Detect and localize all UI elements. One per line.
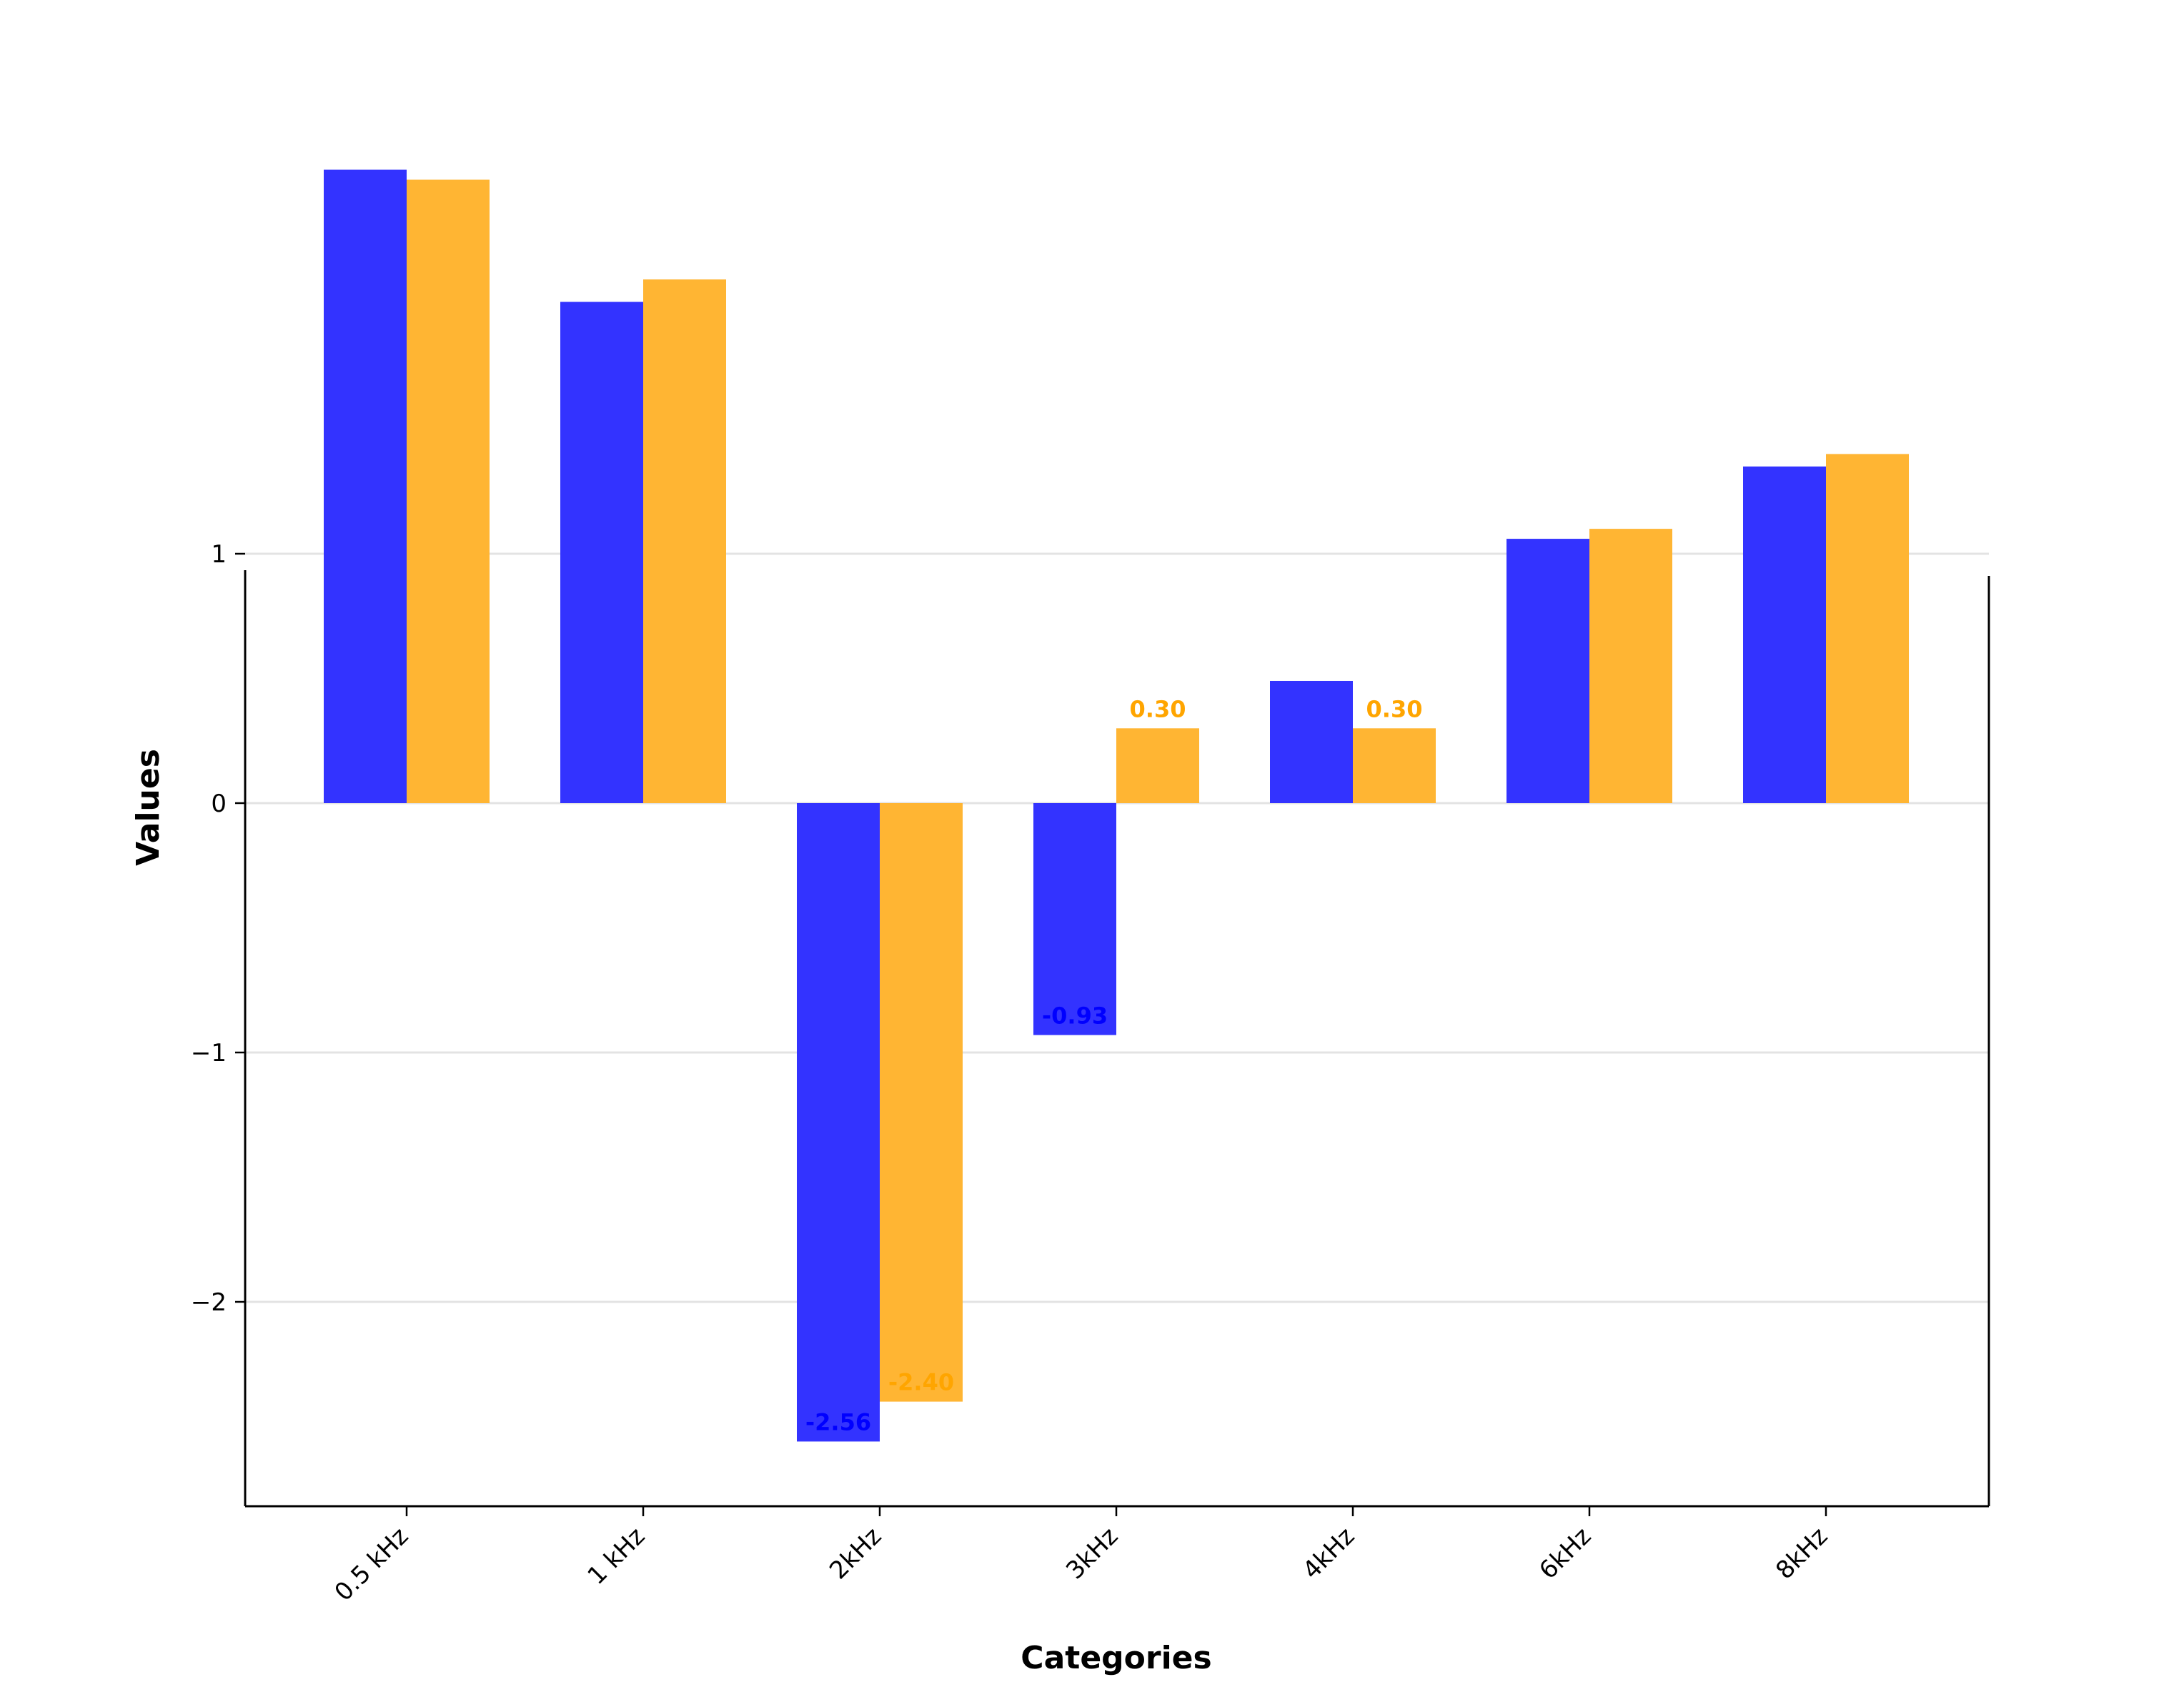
y-tick-label: −2 bbox=[191, 1288, 227, 1317]
bar bbox=[643, 279, 726, 803]
bar bbox=[324, 170, 407, 803]
x-tick-label: 0.5 kHz bbox=[329, 1522, 415, 1607]
bars bbox=[324, 170, 1909, 1442]
x-tick-label: 6kHz bbox=[1534, 1522, 1597, 1585]
data-label: 0.30 bbox=[1130, 695, 1186, 722]
data-label: -0.93 bbox=[1042, 1002, 1108, 1030]
bar bbox=[407, 180, 490, 804]
x-tick-label: 3kHz bbox=[1061, 1522, 1123, 1585]
data-label: 0.30 bbox=[1366, 695, 1423, 722]
axis-spines bbox=[245, 570, 1989, 1506]
bar bbox=[797, 803, 880, 1441]
y-tick-label: 1 bbox=[211, 540, 227, 569]
x-tick-label: 1 kHz bbox=[582, 1522, 651, 1591]
data-label: -2.56 bbox=[805, 1408, 871, 1435]
bar bbox=[1033, 803, 1116, 1035]
bar bbox=[560, 302, 643, 803]
bar bbox=[1116, 728, 1199, 803]
y-axis-title: Values bbox=[130, 749, 167, 866]
x-tick-label: 4kHz bbox=[1297, 1522, 1360, 1585]
bar bbox=[1826, 454, 1909, 803]
bar bbox=[1743, 467, 1826, 803]
grid-lines bbox=[245, 554, 1989, 1302]
y-tick-label: 0 bbox=[211, 790, 227, 818]
data-label: -2.40 bbox=[888, 1369, 954, 1396]
x-tick-label: 2kHz bbox=[824, 1522, 887, 1585]
bar bbox=[880, 803, 963, 1402]
y-tick-label: −1 bbox=[191, 1039, 227, 1068]
bar bbox=[1589, 529, 1672, 803]
bar bbox=[1353, 728, 1436, 803]
x-axis-title: Categories bbox=[1021, 1640, 1211, 1676]
bar bbox=[1270, 681, 1353, 803]
x-tick-label: 8kHz bbox=[1770, 1522, 1833, 1585]
bar bbox=[1507, 539, 1589, 803]
